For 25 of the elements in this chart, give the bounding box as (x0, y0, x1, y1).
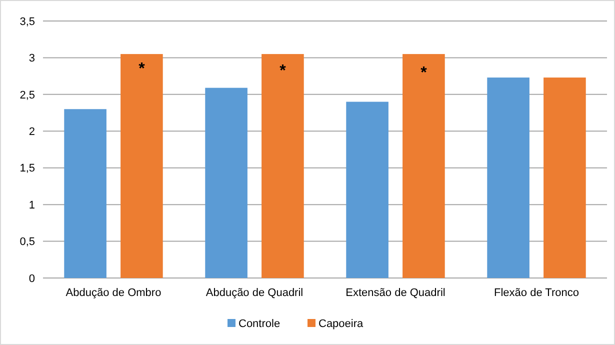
x-tick-label: Flexão de Tronco (494, 287, 579, 299)
annotation: * (138, 60, 146, 78)
bar (262, 54, 304, 278)
y-tick-label: 1,5 (20, 162, 35, 175)
bar (346, 102, 388, 278)
annotation: * (280, 62, 287, 80)
bar (120, 54, 163, 278)
y-tick-label: 0 (28, 272, 35, 285)
y-tick-label: 0,5 (20, 236, 35, 248)
bar (205, 88, 248, 278)
y-tick-label: 3 (28, 52, 35, 65)
legend-label: Controle (238, 318, 280, 330)
bar (544, 78, 586, 278)
x-tick-label: Abdução de Ombro (66, 287, 162, 299)
y-tick-label: 1 (28, 199, 35, 212)
annotation: * (420, 64, 428, 82)
x-tick-label: Extensão de Quadril (346, 287, 446, 299)
y-tick-label: 3,5 (20, 16, 35, 28)
bar (487, 78, 530, 278)
bar (64, 109, 106, 278)
legend-label: Capoeira (318, 318, 364, 330)
y-tick-label: 2,5 (20, 89, 35, 102)
x-tick-label: Abdução de Quadril (206, 287, 304, 299)
y-tick-label: 2 (28, 126, 35, 138)
bar (402, 54, 445, 278)
